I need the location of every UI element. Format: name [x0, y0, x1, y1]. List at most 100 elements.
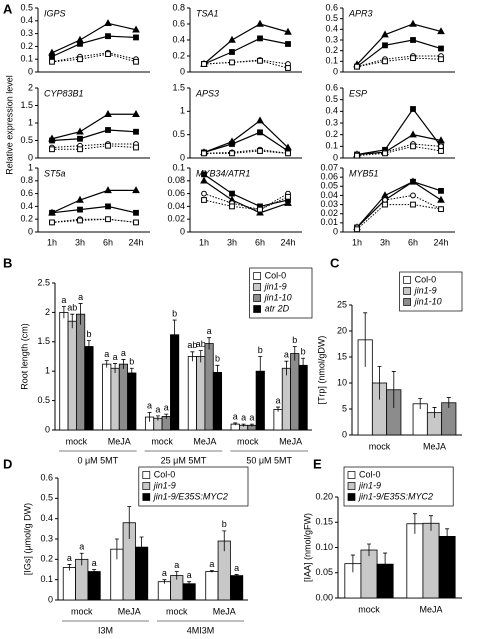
panel-label: D: [3, 456, 12, 471]
bar: [298, 364, 308, 431]
significance-letter: a: [234, 563, 239, 573]
bar: [281, 367, 291, 431]
bar: [118, 363, 129, 431]
marker: [410, 106, 416, 112]
error-bar: [258, 356, 263, 386]
y-tick-label: 0.3: [20, 28, 33, 38]
series-line: [203, 60, 289, 69]
marker: [49, 209, 55, 216]
marker: [438, 45, 444, 52]
error-bar: [418, 398, 423, 409]
x-tick-label: MeJA: [213, 606, 236, 616]
marker: [410, 143, 416, 150]
x-tick-label: 3h: [227, 237, 237, 247]
x-tick-label: 24h: [128, 237, 143, 247]
marker: [382, 150, 388, 157]
x-tick-label: mock: [166, 606, 188, 616]
legend-label: jin1-9/E35S:MYC2: [358, 491, 433, 501]
marker: [229, 203, 235, 210]
marker: [133, 219, 139, 226]
marker: [201, 190, 207, 197]
marker: [132, 25, 140, 33]
error-bar: [429, 515, 433, 531]
legend-label: jin1-9/E35S:MYC2: [153, 491, 228, 501]
group-label: 4MI3M: [187, 625, 215, 635]
series-line: [51, 52, 137, 63]
marker: [49, 219, 55, 226]
x-tick-label: mock: [369, 441, 391, 451]
significance-letter: b: [215, 354, 220, 364]
legend-swatch: [142, 471, 151, 479]
bar: [84, 346, 94, 431]
error-bar: [70, 313, 75, 329]
marker: [104, 19, 112, 27]
legend-box: [343, 466, 454, 507]
bar: [360, 549, 378, 599]
marker: [438, 56, 444, 63]
x-tick-label: 1h: [47, 237, 57, 247]
bar: [76, 313, 86, 431]
significance-letter: a: [284, 350, 289, 360]
y-tick-label: 0: [28, 66, 33, 76]
y-tick-label: 0.1: [40, 574, 53, 584]
marker: [200, 176, 208, 184]
significance-letter: a: [79, 542, 84, 552]
y-tick-label: 0.1: [325, 141, 338, 151]
y-tick-label: 0.3: [40, 533, 53, 543]
series-line: [203, 180, 289, 214]
marker: [285, 65, 291, 71]
marker: [77, 206, 83, 213]
y-tick-label: 0.05: [315, 567, 333, 577]
y-tick-label: 0.08: [167, 175, 185, 185]
series-line: [356, 57, 442, 68]
significance-letter: ab: [196, 339, 206, 349]
error-bar: [284, 360, 289, 376]
marker: [438, 148, 444, 154]
error-bar: [67, 564, 72, 571]
x-tick-label: MeJA: [118, 606, 141, 616]
series-line: [51, 22, 137, 54]
y-tick-label: 0: [48, 594, 53, 604]
y-tick-label: 0.00: [315, 592, 333, 602]
error-bar: [187, 581, 192, 586]
significance-letter: a: [233, 411, 238, 421]
y-tick-label: 0.8: [20, 175, 33, 185]
marker: [437, 195, 445, 203]
error-bar: [147, 411, 152, 422]
x-tick-label: mock: [358, 604, 380, 614]
x-tick-label: MeJA: [108, 436, 131, 446]
y-tick-label: 0: [180, 66, 185, 76]
y-tick-label: 0.2: [172, 50, 185, 60]
error-bar: [92, 569, 97, 574]
error-bar: [292, 346, 297, 361]
marker: [76, 127, 84, 135]
series-line: [356, 145, 442, 157]
x-tick-label: mock: [151, 436, 173, 446]
series-line: [51, 189, 136, 214]
error-bar: [367, 543, 371, 557]
significance-letter: a: [113, 352, 118, 362]
x-tick-label: MeJA: [423, 441, 446, 451]
y-tick-label: 0.02: [320, 208, 338, 218]
legend-swatch: [403, 298, 411, 306]
significance-letter: a: [78, 292, 83, 302]
bar: [102, 363, 112, 431]
marker: [256, 19, 264, 27]
y-tick-label: 10: [337, 377, 347, 387]
marker: [133, 209, 139, 216]
error-bar: [174, 571, 179, 580]
y-tick-label: 0.3: [325, 117, 338, 127]
x-tick-label: 1h: [352, 237, 362, 247]
marker: [437, 136, 445, 144]
marker: [104, 186, 112, 194]
y-tick-label: 0: [333, 152, 338, 162]
marker: [49, 146, 55, 153]
series-line: [356, 23, 442, 65]
error-bar: [412, 513, 417, 534]
significance-letter: a: [61, 295, 66, 305]
x-tick-label: mock: [237, 436, 259, 446]
significance-letter: a: [92, 558, 97, 568]
series-line: [51, 205, 137, 214]
marker: [201, 197, 207, 203]
